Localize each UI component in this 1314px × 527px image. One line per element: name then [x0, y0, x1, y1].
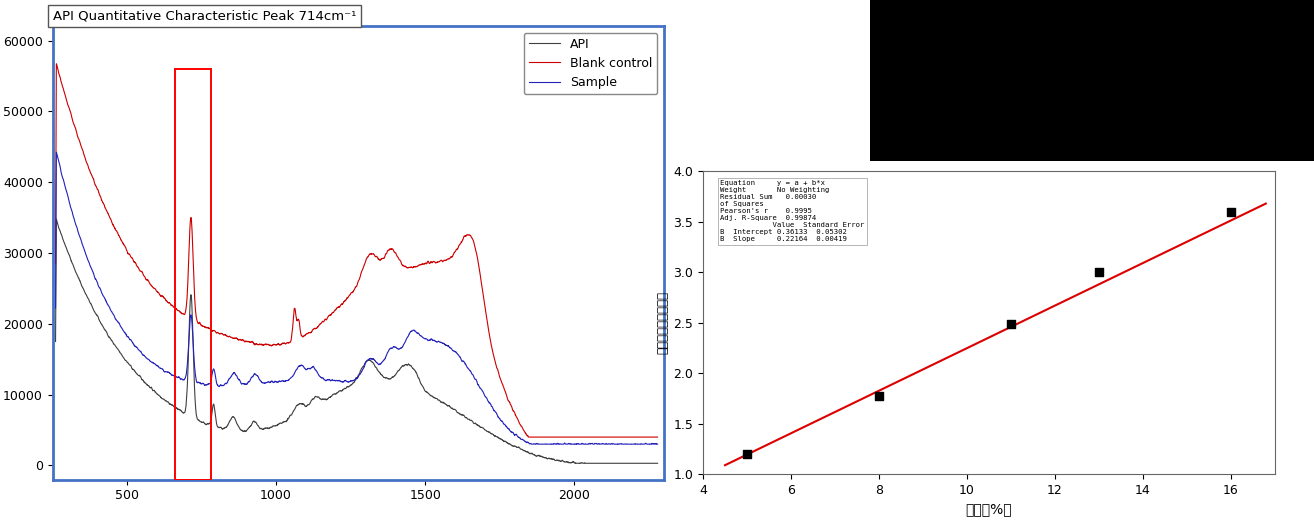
Line: Blank control: Blank control: [55, 64, 657, 437]
API: [152, 393, 168, 399]
Sample: [649, 441, 665, 447]
API: [639, 460, 654, 466]
API: [117, 356, 133, 362]
Point: [869, 391, 890, 400]
Sample: [305, 364, 321, 370]
Line: API: API: [55, 219, 657, 463]
API: [568, 460, 583, 466]
Sample: [117, 329, 133, 336]
Blank control: [649, 434, 665, 440]
Blank control: [573, 434, 589, 440]
Blank control: [520, 434, 536, 440]
Blank control: [305, 327, 321, 333]
Sample: [279, 377, 294, 384]
Blank control: [152, 292, 168, 298]
Bar: [175, 69, 210, 480]
Blank control: [279, 340, 294, 346]
Y-axis label: 峰面积相对山峰强度: 峰面积相对山峰强度: [656, 291, 669, 354]
Legend: API, Blank control, Sample: API, Blank control, Sample: [524, 33, 657, 94]
Line: Sample: Sample: [55, 152, 657, 444]
API: [47, 338, 63, 345]
Text: API Quantitative Characteristic Peak 714cm⁻¹: API Quantitative Characteristic Peak 714…: [53, 9, 356, 23]
Point: [736, 450, 757, 458]
API: [305, 396, 321, 402]
API: [573, 460, 589, 466]
Blank control: [49, 61, 64, 67]
X-axis label: 浓度（%）: 浓度（%）: [966, 503, 1012, 516]
Point: [1221, 208, 1242, 216]
Sample: [573, 441, 589, 447]
API: [49, 216, 64, 222]
Sample: [47, 305, 63, 311]
Blank control: [117, 242, 133, 249]
Text: Equation     y = a + b*x
Weight       No Weighting
Residual Sum   0.00030
of Squ: Equation y = a + b*x Weight No Weighting…: [720, 180, 865, 242]
Blank control: [47, 261, 63, 267]
Point: [1088, 268, 1109, 277]
Sample: [152, 365, 168, 372]
API: [279, 418, 294, 424]
Sample: [523, 441, 539, 447]
Point: [1000, 319, 1021, 328]
Sample: [639, 441, 654, 447]
Blank control: [639, 434, 654, 440]
Sample: [49, 149, 64, 155]
API: [649, 460, 665, 466]
